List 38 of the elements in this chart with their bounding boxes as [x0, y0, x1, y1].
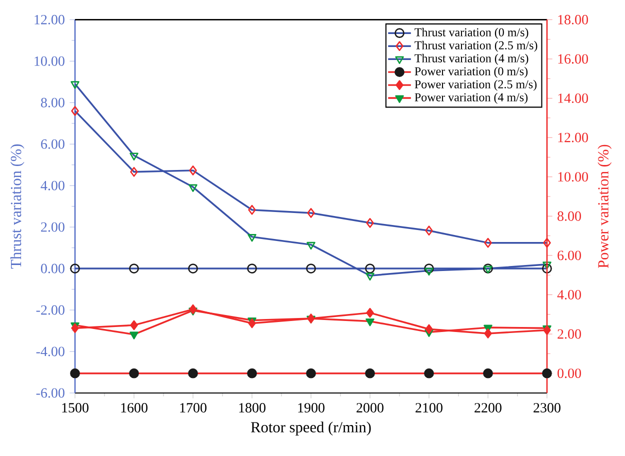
x-tick-label: 2100 — [416, 403, 442, 412]
x-axis-title: Rotor speed (r/min) — [250, 422, 371, 436]
y2-tick-label: 6.00 — [558, 250, 581, 260]
y2-tick-label: 0.00 — [558, 368, 581, 378]
x-tick-label: 2200 — [474, 403, 502, 412]
x-tick-label: 1800 — [239, 403, 266, 412]
x-tick-label: 1900 — [298, 403, 324, 412]
y-tick-label: 8.00 — [40, 98, 64, 108]
y2-tick-label: 2.00 — [558, 329, 581, 339]
x-tick-label: 1700 — [180, 403, 206, 412]
y-tick-label: 4.00 — [40, 180, 64, 190]
y-tick-label: -6.00 — [36, 388, 64, 398]
x-tick-label: 1500 — [62, 403, 88, 412]
x-tick-label: 2300 — [534, 403, 560, 412]
y-tick-label: -2.00 — [36, 305, 64, 315]
y-tick-label: 12.00 — [34, 14, 64, 24]
legend-label: Power variation (2.5 m/s) — [414, 80, 537, 91]
x-tick-label: 2000 — [356, 403, 384, 412]
legend-label: Power variation (4 m/s) — [414, 92, 528, 104]
legend-label: Power variation (0 m/s) — [414, 66, 528, 78]
y-tick-label: 2.00 — [41, 222, 64, 232]
y2-tick-label: 4.00 — [557, 290, 581, 300]
y-tick-label: 0.00 — [40, 264, 64, 274]
y2-tick-label: 12.00 — [558, 132, 588, 142]
y2-tick-label: 10.00 — [558, 172, 588, 182]
y-tick-label: -4.00 — [36, 346, 64, 356]
y-tick-label: 10.00 — [34, 56, 64, 66]
y2-tick-label: 16.00 — [558, 54, 588, 64]
y-tick-label: 6.00 — [41, 139, 64, 149]
x-tick-label: 1600 — [121, 403, 148, 412]
y-axis-title: Thrust variation (%) — [10, 144, 24, 269]
legend-label: Thrust variation (0 m/s) — [414, 28, 528, 39]
y2-tick-label: 18.00 — [558, 14, 588, 24]
legend-label: Thrust variation (2.5 m/s) — [414, 40, 538, 52]
legend-label: Thrust variation (4 m/s) — [414, 54, 528, 65]
y2-axis-title: Power variation (%) — [598, 144, 612, 268]
y2-tick-label: 8.00 — [558, 211, 581, 221]
y2-tick-label: 14.00 — [558, 94, 588, 103]
